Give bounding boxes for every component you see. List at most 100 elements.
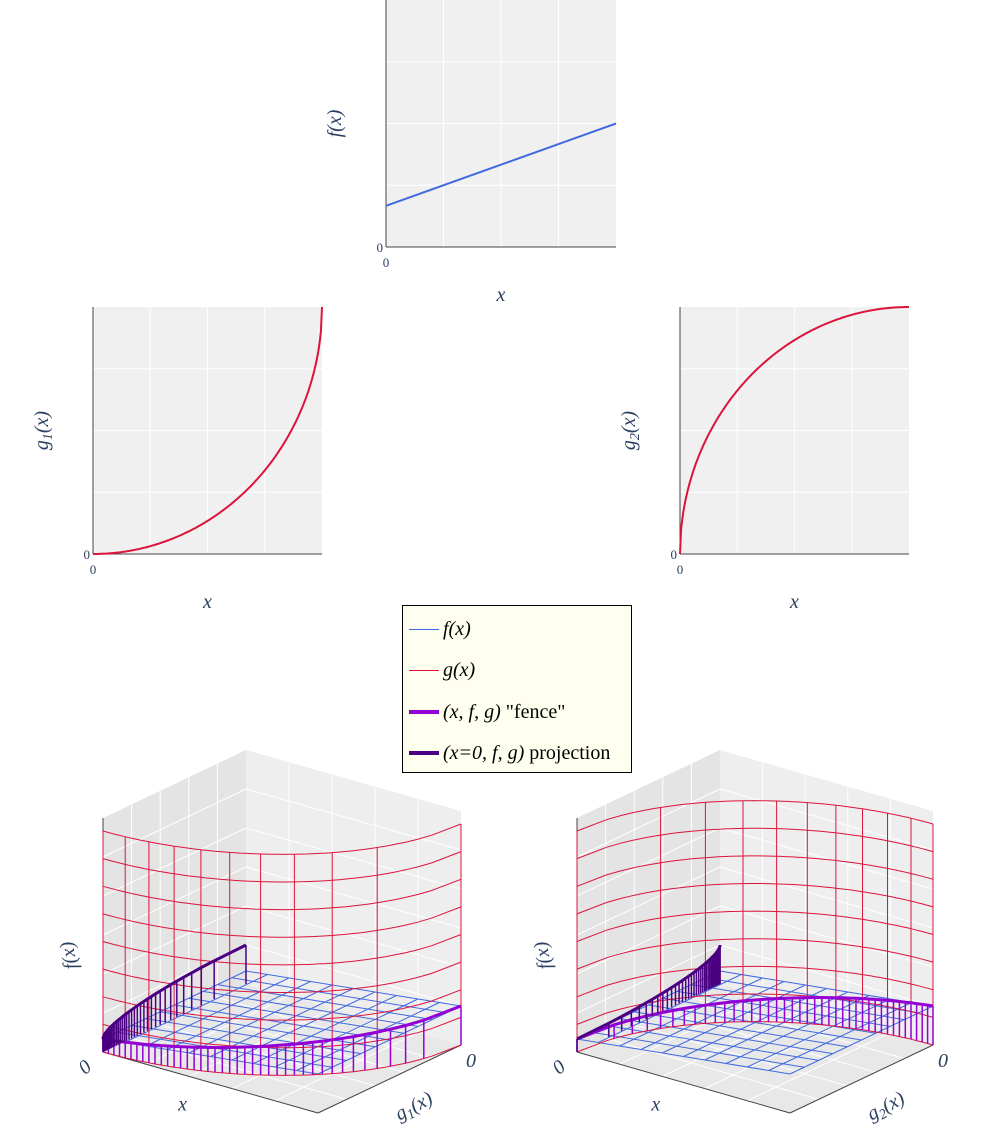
- floor-pane: [103, 984, 461, 1113]
- fence-top: [576, 996, 934, 1041]
- f-surface-line: [591, 1031, 805, 1068]
- f-surface-line: [174, 1004, 390, 1041]
- z-axis-line: [789, 1044, 934, 1114]
- f-surface-line: [160, 1011, 376, 1048]
- z-axis-title: g2(x): [863, 1087, 910, 1128]
- floor-grid: [704, 1020, 849, 1090]
- f-surface-line: [117, 1031, 333, 1068]
- g-surface-line: [576, 855, 934, 887]
- f-surface-line: [605, 1024, 819, 1061]
- projection-top: [101, 943, 247, 1039]
- g-surface-line: [576, 800, 934, 832]
- f-surface-line: [576, 1038, 791, 1075]
- g-surface-line: [102, 961, 462, 993]
- back-grid: [245, 905, 462, 968]
- g-surface-line: [102, 906, 462, 938]
- legend-item-fence[interactable]: (x, f, g) "fence": [409, 698, 565, 726]
- z-axis-line: [317, 1044, 462, 1114]
- g2-plot: 00 x g2(x): [618, 306, 909, 613]
- y-axis-title: g1(x): [31, 411, 56, 451]
- g-surface-line: [102, 851, 462, 883]
- floor-grid: [747, 1032, 891, 1102]
- g1-plot: 00 x g1(x): [31, 306, 323, 613]
- x-axis-title: x: [202, 591, 212, 613]
- legend-swatch-projection: [409, 751, 439, 755]
- f-surface-line: [188, 997, 404, 1034]
- legend-item-f[interactable]: f(x): [409, 615, 471, 643]
- f-surface-line: [619, 1018, 833, 1055]
- x-tick-label: 0: [90, 562, 97, 577]
- f-surface-line: [705, 977, 919, 1014]
- f-plot: 00 x f(x): [324, 0, 617, 306]
- x-tick-label: 0: [677, 562, 684, 577]
- x-axis-title: x: [650, 1094, 660, 1116]
- x-axis-line: [576, 1051, 791, 1114]
- z-tick-label: 0: [466, 1050, 476, 1072]
- back-grid: [245, 827, 462, 890]
- y-axis-title: f(x): [324, 109, 346, 137]
- scene-g1-3d[interactable]: 0 0 x f(x) g1(x): [56, 750, 476, 1128]
- x-axis-line: [102, 1051, 319, 1114]
- y-axis-title: f(x): [56, 940, 83, 971]
- g-surface-line: [102, 878, 462, 911]
- legend-swatch-fence: [409, 710, 439, 714]
- side-grid: [576, 788, 721, 858]
- floor-grid: [634, 1024, 848, 1087]
- g-surface-line: [576, 965, 934, 998]
- series-line: [679, 306, 909, 555]
- side-grid: [576, 866, 721, 936]
- z-axis-title: g1(x): [391, 1087, 438, 1128]
- floor-grid: [217, 997, 433, 1060]
- y-axis-title: f(x): [530, 940, 557, 971]
- f-surface-line: [145, 1018, 361, 1055]
- x-axis-title: x: [789, 591, 799, 613]
- back-grid: [719, 905, 934, 968]
- g-surface-line: [102, 934, 462, 966]
- floor-grid: [691, 997, 905, 1060]
- back-grid: [245, 944, 462, 1007]
- g-surface-line: [576, 883, 934, 915]
- floor-grid: [160, 1024, 376, 1087]
- g-surface-line: [576, 827, 934, 860]
- side-grid: [102, 788, 247, 858]
- legend-swatch-g: [409, 669, 439, 671]
- back-grid: [719, 827, 934, 890]
- legend-item-g[interactable]: g(x): [409, 656, 475, 684]
- side-grid: [576, 944, 721, 1014]
- back-grid: [719, 866, 934, 929]
- side-grid: [576, 827, 721, 897]
- f-surface-line: [203, 990, 419, 1027]
- legend: f(x) g(x) (x, f, g) "fence" (x=0, f, g) …: [402, 605, 632, 773]
- g-surface-line: [102, 823, 462, 855]
- back-grid: [719, 944, 934, 1007]
- f-surface-line: [217, 984, 433, 1021]
- back-grid: [719, 788, 934, 851]
- legend-item-projection[interactable]: (x=0, f, g) projection: [409, 739, 610, 767]
- projection-top: [576, 945, 722, 1041]
- legend-swatch-f: [409, 628, 439, 630]
- origin-tick-label: 0: [548, 1056, 570, 1079]
- floor-grid: [662, 1010, 876, 1073]
- f-surface-line: [662, 997, 876, 1034]
- series-line: [93, 306, 323, 555]
- floor-grid: [188, 1010, 404, 1073]
- f-surface-line: [634, 1011, 848, 1048]
- y-axis-title: g2(x): [618, 411, 643, 451]
- back-grid: [245, 866, 462, 929]
- f-surface-line: [677, 990, 891, 1027]
- x-tick-label: 0: [383, 255, 390, 270]
- z-tick-label: 0: [938, 1050, 948, 1072]
- fence-top: [102, 1004, 462, 1049]
- scene-g2-3d[interactable]: 0 0 x f(x) g2(x): [530, 750, 948, 1128]
- x-axis-title: x: [177, 1094, 187, 1116]
- f-surface-line: [131, 1024, 347, 1061]
- y-tick-label: 0: [671, 547, 678, 562]
- floor-grid: [605, 1037, 819, 1100]
- floor-pane: [577, 984, 933, 1113]
- side-grid: [576, 905, 721, 975]
- origin-tick-label: 0: [74, 1056, 96, 1079]
- floor-grid: [661, 1007, 806, 1077]
- floor-grid: [274, 1032, 419, 1102]
- x-axis-title: x: [496, 284, 506, 306]
